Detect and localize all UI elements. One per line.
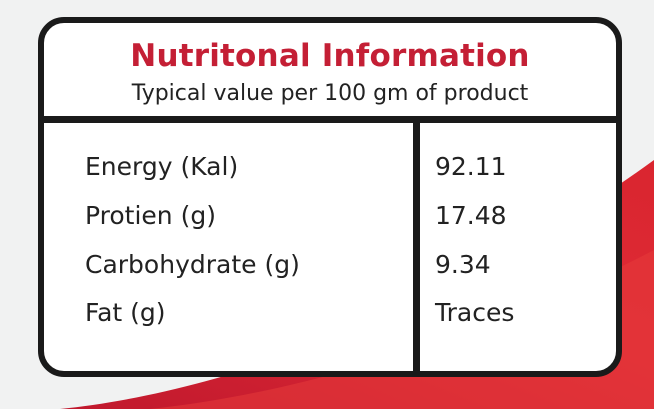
label-title: Nutritonal Information [130,38,530,74]
nutrient-value: 9.34 [435,250,491,279]
label-header: Nutritonal Information Typical value per… [44,23,616,116]
header-divider [44,116,616,123]
nutrient-row-fat: Fat (g) Traces [44,293,616,341]
nutrient-name: Carbohydrate (g) [85,250,300,279]
nutrition-label: Nutritonal Information Typical value per… [38,17,622,377]
nutrient-name: Energy (Kal) [85,152,239,181]
column-divider [413,123,420,371]
nutrient-row-carbohydrate: Carbohydrate (g) 9.34 [44,245,616,293]
nutrient-value: Traces [435,298,515,327]
nutrient-row-protein: Protien (g) 17.48 [44,196,616,244]
nutrient-value: 17.48 [435,201,507,230]
nutrient-value: 92.11 [435,152,507,181]
nutrient-name: Protien (g) [85,201,216,230]
nutrient-row-energy: Energy (Kal) 92.11 [44,147,616,195]
nutrient-name: Fat (g) [85,298,166,327]
label-subtitle: Typical value per 100 gm of product [131,81,529,106]
